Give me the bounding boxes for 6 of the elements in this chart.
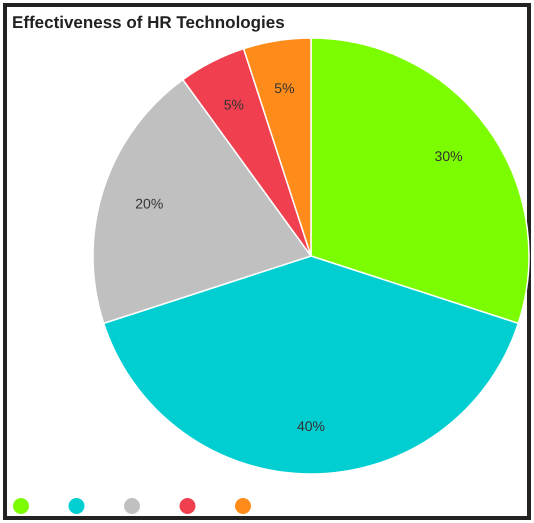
data-label: 20% xyxy=(135,195,164,212)
data-label: 5% xyxy=(224,96,244,112)
chart-title: Effectiveness of HR Technologies xyxy=(12,13,285,32)
data-label: 5% xyxy=(274,80,295,96)
data-label: 30% xyxy=(434,148,463,164)
data-label: 40% xyxy=(296,418,326,434)
